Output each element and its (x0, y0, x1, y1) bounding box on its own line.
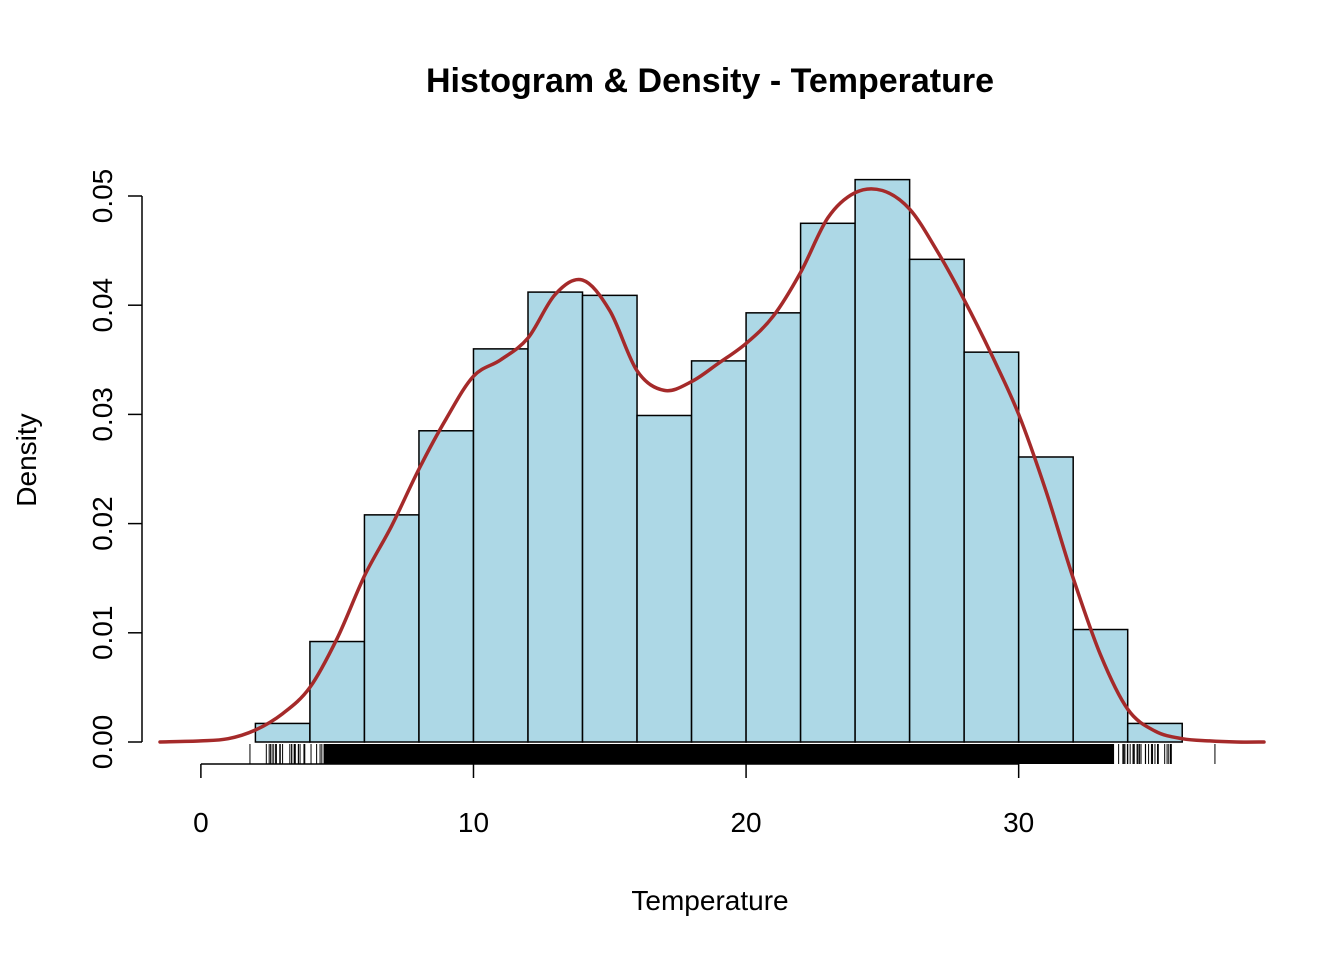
x-tick-label-2: 20 (730, 807, 761, 838)
histogram-bar-6 (581, 294, 638, 743)
histogram-bar-7 (636, 414, 693, 743)
x-axis: 0 10 20 30 (193, 763, 1034, 838)
x-tick-label-0: 0 (193, 807, 209, 838)
rug-dense-band (323, 744, 1115, 764)
y-axis-label: Density (11, 413, 42, 506)
histogram-bars (254, 178, 1183, 743)
histogram-bar-3 (418, 430, 475, 743)
x-tick-label-1: 10 (458, 807, 489, 838)
density-curve (158, 187, 1266, 744)
chart-title: Histogram & Density - Temperature (426, 62, 994, 100)
y-tick-label-4: 0.04 (87, 278, 118, 333)
histogram-bar-10 (799, 222, 856, 743)
x-tick-label-3: 30 (1003, 807, 1034, 838)
histogram-bar-5 (527, 291, 584, 743)
histogram-bar-14 (1017, 456, 1074, 743)
y-tick-label-3: 0.03 (87, 387, 118, 442)
histogram-bar-12 (908, 258, 965, 743)
histogram-bar-11 (854, 178, 911, 743)
x-axis-label: Temperature (631, 885, 788, 916)
histogram-bar-8 (690, 360, 747, 743)
y-axis: 0.00 0.01 0.02 0.03 0.04 0.05 (87, 169, 143, 770)
histogram-bar-1 (309, 640, 366, 743)
y-tick-label-1: 0.01 (87, 606, 118, 661)
y-tick-label-2: 0.02 (87, 496, 118, 551)
histogram-bar-15 (1072, 628, 1129, 743)
histogram-bar-13 (963, 351, 1020, 743)
histogram-bar-4 (472, 348, 529, 743)
histogram-bar-9 (745, 312, 802, 743)
histogram-bar-2 (363, 514, 420, 743)
rug-marks (249, 744, 1216, 764)
y-tick-label-5: 0.05 (87, 169, 118, 224)
y-tick-label-0: 0.00 (87, 715, 118, 770)
